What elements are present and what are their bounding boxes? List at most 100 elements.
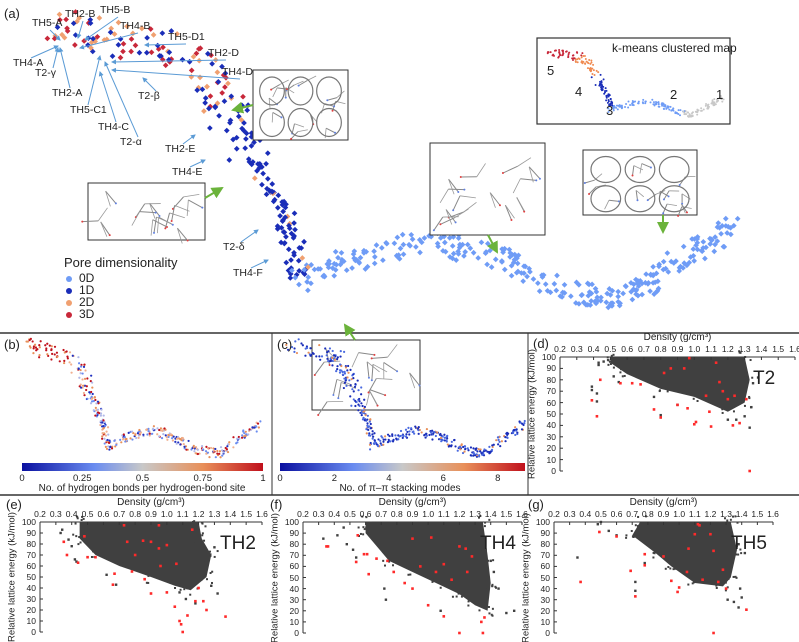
kmeans-point [554, 50, 556, 52]
x-tick-label: 0.5 [604, 345, 616, 354]
x-tick-label: 1.2 [722, 345, 734, 354]
data-point [179, 584, 181, 586]
map-point [402, 437, 404, 439]
map-point [394, 434, 396, 436]
kmeans-point [590, 62, 592, 64]
data-point [92, 550, 94, 552]
map-point [387, 434, 389, 436]
map-point [339, 369, 341, 371]
map-point [105, 434, 107, 436]
kmeans-point [594, 74, 596, 76]
map-point [366, 422, 368, 424]
map-point [100, 409, 102, 411]
data-point [492, 559, 494, 561]
map-point [236, 437, 238, 439]
map-point [219, 456, 221, 458]
map-point [514, 426, 516, 428]
data-point [214, 556, 216, 558]
kmeans-point [705, 105, 707, 107]
data-point [362, 533, 364, 535]
highlight-point [158, 547, 161, 550]
map-point [332, 350, 334, 352]
map-point [259, 182, 265, 188]
map-point [172, 439, 174, 441]
data-point [478, 609, 480, 611]
map-point [340, 350, 342, 352]
map-point [163, 427, 165, 429]
data-point [485, 587, 487, 589]
highlight-point [158, 524, 161, 527]
data-point [497, 587, 499, 589]
data-point [733, 576, 735, 578]
data-point [439, 610, 441, 612]
data-point [461, 596, 463, 598]
map-point [242, 429, 244, 431]
map-point [70, 372, 72, 374]
kmeans-point [581, 52, 583, 54]
map-point [344, 382, 346, 384]
map-point [188, 74, 194, 80]
map-point [293, 347, 295, 349]
map-point [345, 379, 347, 381]
highlight-point [643, 564, 646, 567]
map-point [334, 355, 336, 357]
x-axis-title: Density (g/cm³) [630, 498, 698, 508]
y-tick-label: 30 [20, 595, 36, 604]
map-point [296, 352, 298, 354]
x-tick-label: 1.6 [789, 345, 799, 354]
x-tick-label: 0.6 [621, 345, 633, 354]
highlight-point [458, 545, 461, 548]
x-tick-label: 0.3 [571, 345, 583, 354]
map-point [339, 372, 341, 374]
series-label: T2 [753, 369, 775, 388]
data-point [490, 560, 492, 562]
map-point [326, 358, 328, 360]
x-tick-label: 0.5 [595, 510, 607, 519]
data-point [185, 598, 187, 600]
kmeans-point [713, 98, 715, 100]
map-point [189, 68, 195, 74]
data-point [717, 583, 719, 585]
map-point [342, 371, 344, 373]
structure-image-0d-b [583, 150, 697, 217]
data-point [732, 516, 734, 518]
map-point [174, 441, 176, 443]
x-axis-title: Density (g/cm³) [117, 498, 185, 508]
map-point [495, 439, 497, 441]
data-point [597, 364, 599, 366]
map-point [435, 435, 437, 437]
y-tick-label: 40 [540, 421, 556, 430]
map-point [219, 450, 221, 452]
map-point [331, 273, 337, 279]
data-point [624, 375, 626, 377]
map-point [97, 15, 103, 21]
data-point [80, 541, 82, 543]
map-point [293, 351, 295, 353]
map-point [91, 398, 93, 400]
map-point [372, 436, 374, 438]
map-point [201, 108, 207, 114]
kmeans-point [696, 114, 698, 116]
data-point [213, 546, 215, 548]
x-tick-label: 1.5 [240, 510, 252, 519]
map-point [446, 435, 448, 437]
map-point [478, 448, 480, 450]
kmeans-point [558, 49, 560, 51]
map-point [387, 441, 389, 443]
map-point [166, 439, 168, 441]
data-point [458, 592, 460, 594]
map-point [243, 432, 245, 434]
kmeans-point [652, 103, 654, 105]
highlight-point [363, 553, 366, 556]
map-point [450, 444, 452, 446]
map-point [80, 365, 82, 367]
structure-label: TH5-D1 [168, 32, 205, 43]
highlight-point [693, 533, 696, 536]
data-point [384, 565, 386, 567]
map-point [64, 351, 66, 353]
map-point [146, 433, 148, 435]
data-point [700, 391, 702, 393]
map-point [56, 352, 58, 354]
map-point [294, 340, 296, 342]
